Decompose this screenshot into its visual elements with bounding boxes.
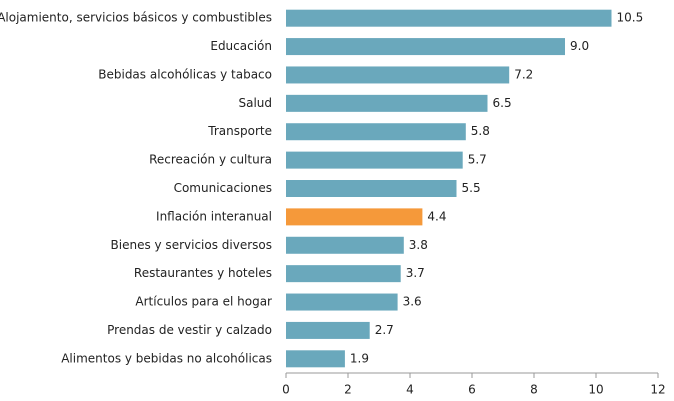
x-tick-label: 2 bbox=[344, 383, 352, 397]
x-tick-label: 8 bbox=[530, 383, 538, 397]
bar bbox=[286, 265, 401, 283]
value-label: 2.7 bbox=[375, 323, 394, 337]
y-tick-label: Prendas de vestir y calzado bbox=[107, 323, 272, 337]
bar bbox=[286, 66, 510, 84]
y-tick-label: Inflación interanual bbox=[156, 209, 272, 223]
y-tick-label: Recreación y cultura bbox=[149, 153, 272, 167]
value-label: 10.5 bbox=[617, 11, 644, 25]
y-tick-label: Restaurantes y hoteles bbox=[134, 266, 272, 280]
value-label: 3.8 bbox=[409, 238, 428, 252]
y-tick-label: Comunicaciones bbox=[174, 181, 272, 195]
y-tick-label: Bienes y servicios diversos bbox=[111, 238, 272, 252]
bar bbox=[286, 123, 466, 141]
y-tick-label: Artículos para el hogar bbox=[135, 295, 272, 309]
x-tick-label: 4 bbox=[406, 383, 414, 397]
bar bbox=[286, 208, 423, 226]
y-tick-label: Alimentos y bebidas no alcohólicas bbox=[61, 351, 272, 365]
value-label: 3.7 bbox=[406, 266, 425, 280]
value-label: 7.2 bbox=[514, 67, 533, 81]
value-label: 5.5 bbox=[462, 181, 481, 195]
bar bbox=[286, 236, 404, 254]
y-tick-label: Transporte bbox=[207, 124, 272, 138]
bar bbox=[286, 293, 398, 311]
x-tick-label: 0 bbox=[282, 383, 290, 397]
x-tick-label: 6 bbox=[468, 383, 476, 397]
y-tick-label: Educación bbox=[210, 39, 272, 53]
x-tick-label: 12 bbox=[650, 383, 665, 397]
y-tick-label: Alojamiento, servicios básicos y combust… bbox=[0, 11, 272, 25]
bar bbox=[286, 321, 370, 339]
y-tick-label: Salud bbox=[238, 96, 272, 110]
value-label: 5.7 bbox=[468, 153, 487, 167]
bar bbox=[286, 151, 463, 169]
value-label: 6.5 bbox=[493, 96, 512, 110]
value-label: 5.8 bbox=[471, 124, 490, 138]
value-label: 1.9 bbox=[350, 351, 369, 365]
bar bbox=[286, 180, 457, 197]
bar bbox=[286, 38, 565, 56]
bar bbox=[286, 9, 612, 27]
bar bbox=[286, 350, 345, 368]
bar bbox=[286, 94, 488, 112]
x-tick-label: 10 bbox=[588, 383, 603, 397]
value-label: 4.4 bbox=[427, 209, 446, 223]
value-label: 3.6 bbox=[403, 295, 422, 309]
value-label: 9.0 bbox=[570, 39, 589, 53]
y-tick-label: Bebidas alcohólicas y tabaco bbox=[98, 67, 272, 81]
